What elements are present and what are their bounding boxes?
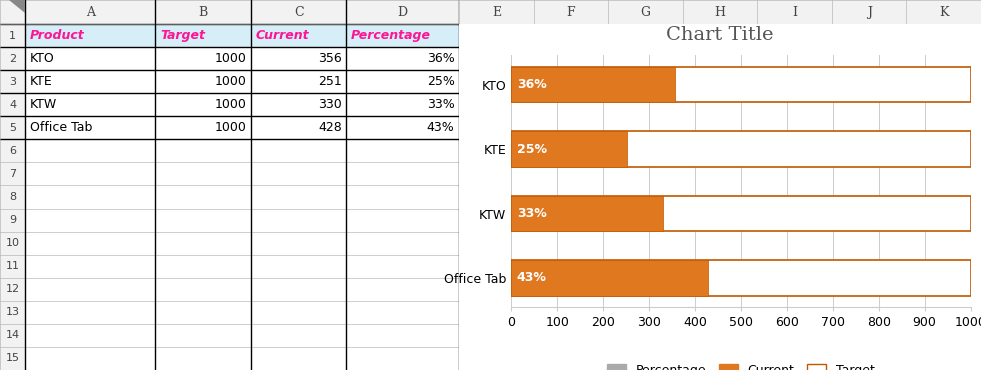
Text: F: F [567, 6, 575, 18]
Text: 330: 330 [318, 98, 341, 111]
Text: KTO: KTO [29, 52, 55, 65]
Bar [511, 131, 970, 167]
Text: B: B [198, 6, 208, 18]
Bar [511, 67, 970, 102]
Text: 33%: 33% [517, 207, 546, 220]
Text: I: I [792, 6, 798, 18]
Text: H: H [714, 6, 726, 18]
Text: A: A [85, 6, 95, 18]
Text: Office Tab: Office Tab [29, 121, 92, 134]
Text: D: D [397, 6, 408, 18]
Text: 1000: 1000 [215, 98, 246, 111]
Bar [0, 0, 459, 24]
Text: KTW: KTW [29, 98, 57, 111]
Text: 13: 13 [6, 307, 20, 317]
Text: 12: 12 [6, 284, 20, 294]
Text: 7: 7 [9, 169, 17, 179]
Text: Percentage: Percentage [351, 29, 431, 42]
Text: 36%: 36% [427, 52, 454, 65]
Text: E: E [491, 6, 501, 18]
Text: 14: 14 [6, 330, 20, 340]
Polygon shape [9, 0, 26, 13]
Text: 9: 9 [9, 215, 17, 225]
Bar [511, 260, 708, 296]
Text: 33%: 33% [427, 98, 454, 111]
Bar [26, 24, 459, 47]
Text: 5: 5 [9, 123, 16, 133]
Text: 36%: 36% [517, 78, 546, 91]
Text: 2: 2 [9, 54, 17, 64]
Text: 251: 251 [318, 75, 341, 88]
Text: J: J [866, 6, 872, 18]
Bar [511, 196, 663, 231]
Text: 15: 15 [6, 353, 20, 363]
Text: 1000: 1000 [215, 121, 246, 134]
Bar [511, 196, 970, 231]
Text: C: C [293, 6, 303, 18]
Text: G: G [641, 6, 650, 18]
Text: Target: Target [160, 29, 205, 42]
Text: KTE: KTE [29, 75, 53, 88]
Bar [511, 260, 970, 296]
Text: 356: 356 [318, 52, 341, 65]
Text: Chart Title: Chart Title [666, 26, 774, 44]
Text: 43%: 43% [517, 272, 546, 285]
Text: 1: 1 [9, 31, 16, 41]
Text: 3: 3 [9, 77, 16, 87]
Text: 25%: 25% [427, 75, 454, 88]
Bar [0, 24, 26, 370]
Text: 6: 6 [9, 146, 16, 156]
Text: 1000: 1000 [215, 52, 246, 65]
Text: 11: 11 [6, 261, 20, 271]
Bar [511, 67, 675, 102]
Text: 4: 4 [9, 100, 17, 110]
Text: 1000: 1000 [215, 75, 246, 88]
Text: 8: 8 [9, 192, 17, 202]
Text: 43%: 43% [427, 121, 454, 134]
Text: Current: Current [255, 29, 309, 42]
Polygon shape [0, 0, 26, 24]
Text: 428: 428 [318, 121, 341, 134]
Text: Product: Product [29, 29, 84, 42]
Legend: Percentage, Current, Target: Percentage, Current, Target [602, 359, 880, 370]
Text: 10: 10 [6, 238, 20, 248]
Bar [511, 131, 627, 167]
Text: 25%: 25% [517, 142, 546, 155]
Text: K: K [939, 6, 949, 18]
